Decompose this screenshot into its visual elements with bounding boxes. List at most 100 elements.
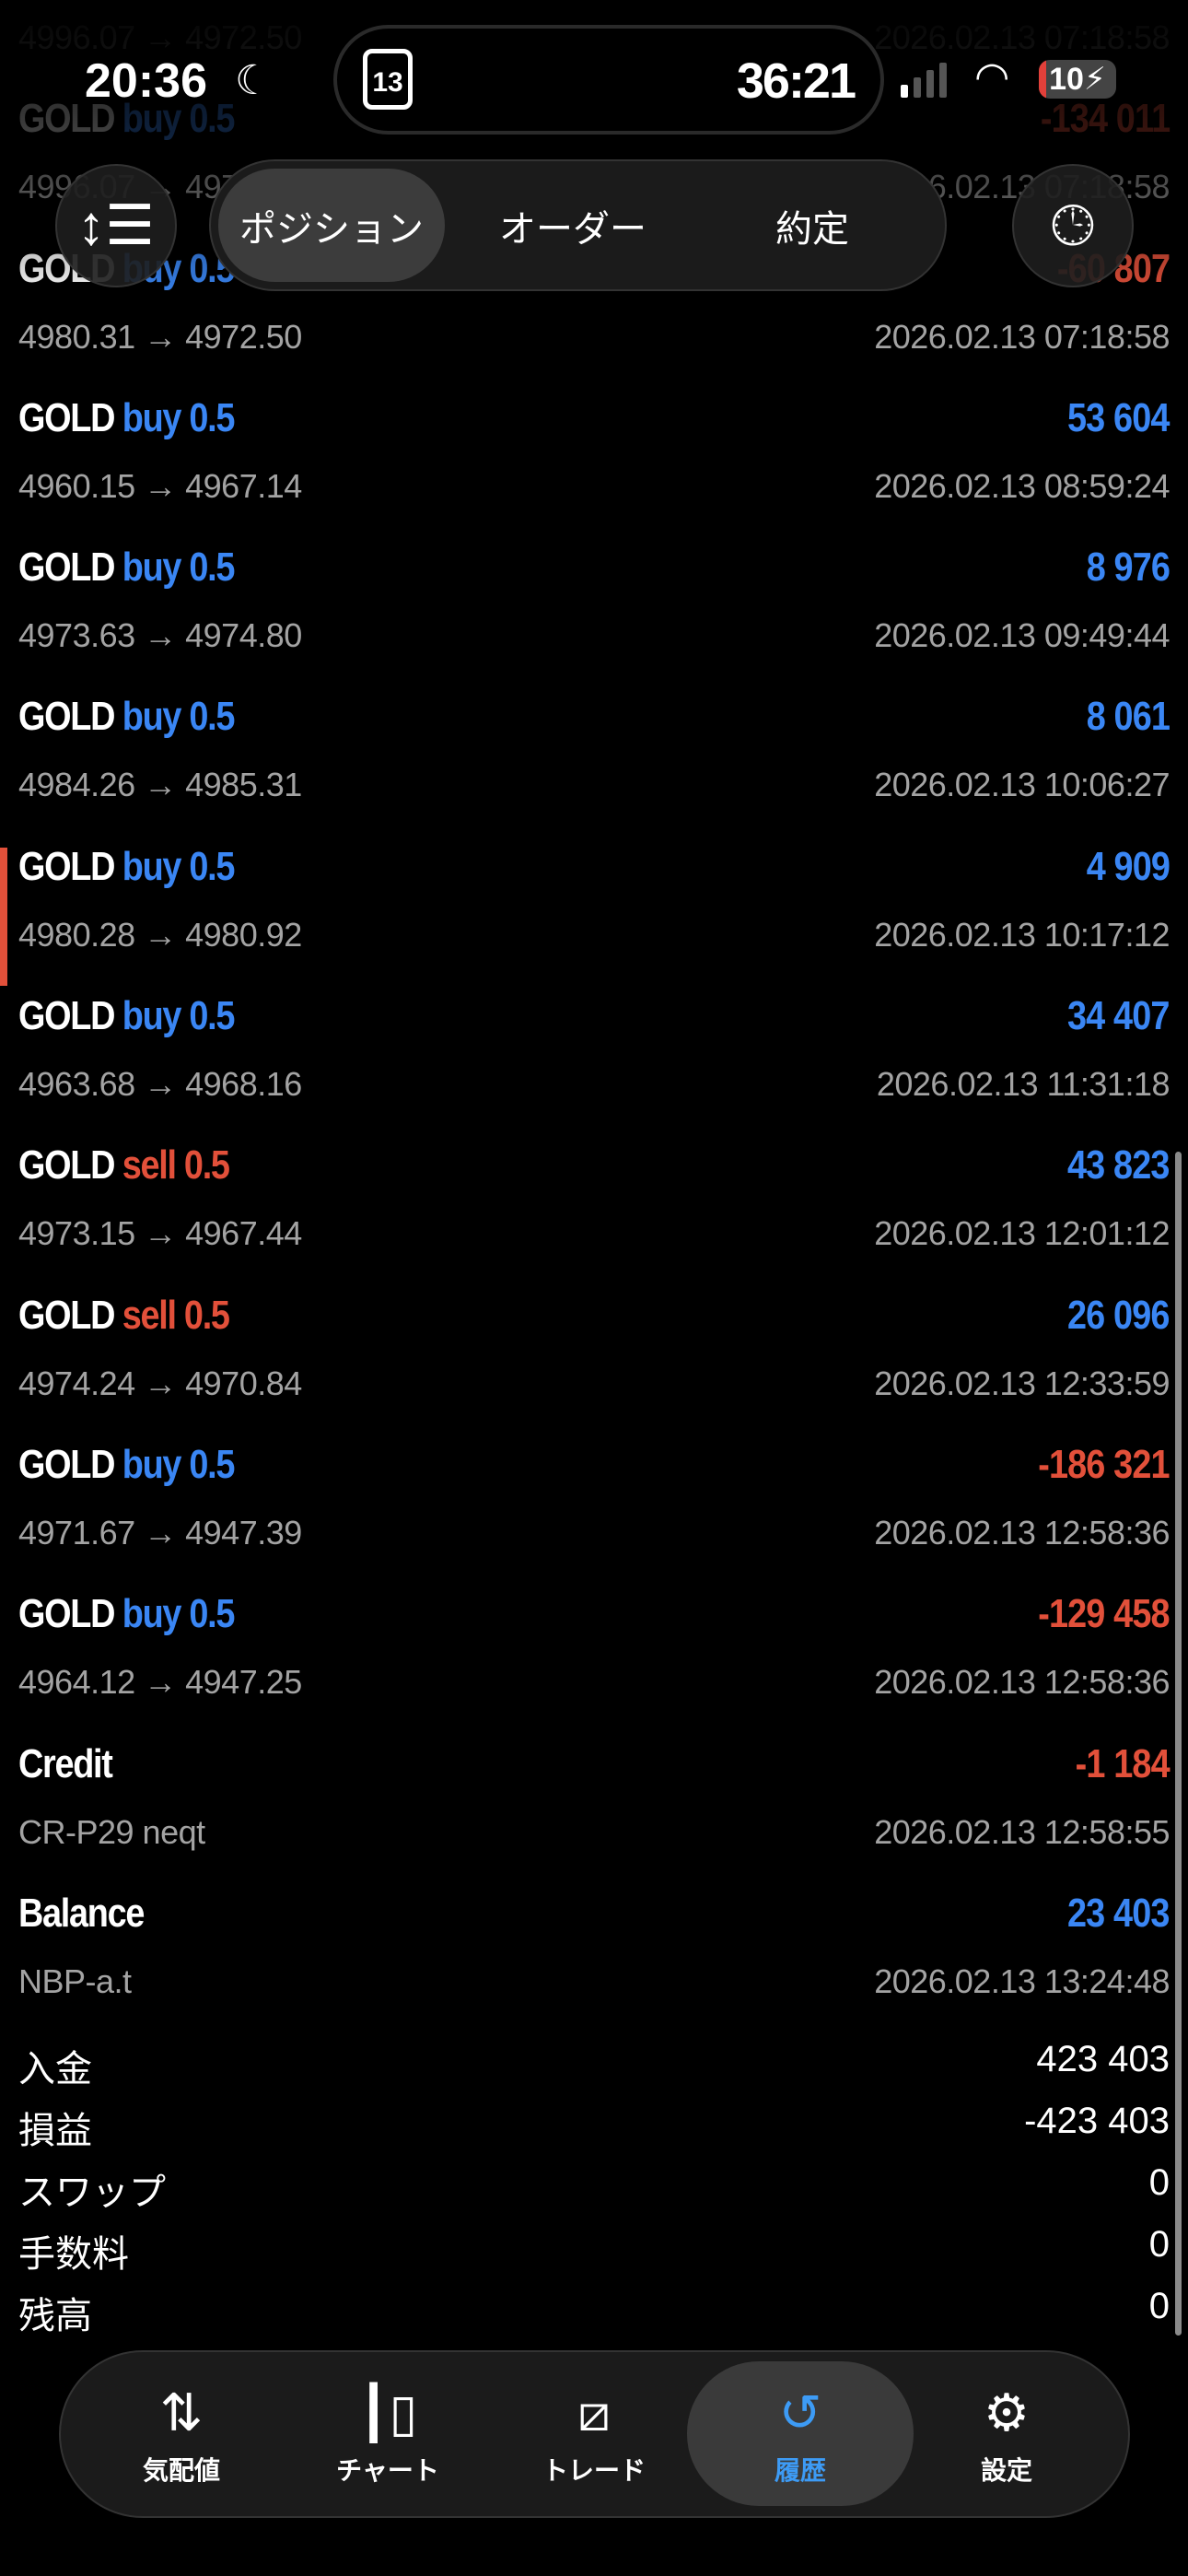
deal-prices: 4960.15 → 4967.14 xyxy=(18,466,302,505)
deal-date: 2026.02.13 12:01:12 xyxy=(874,1214,1170,1253)
summary-line: スワップ 0 xyxy=(0,2153,1188,2215)
deal-symbol: GOLD xyxy=(18,694,115,740)
deal-date: 2026.02.13 12:58:55 xyxy=(874,1812,1170,1851)
deal-side: buy 0.5 xyxy=(122,544,236,591)
deal-symbol: Credit xyxy=(18,1740,113,1786)
deal-title: Credit xyxy=(18,1741,120,1787)
status-time: 20:36 xyxy=(85,54,207,108)
deal-prices: 4984.26 → 4985.31 xyxy=(18,766,302,804)
deal-row[interactable]: GOLD buy 0.5 4 909 4980.28 → 4980.92 2026.02… xyxy=(0,831,1188,986)
deal-row[interactable]: GOLD buy 0.5 53 604 4960.15 → 4967.14 2026.0… xyxy=(0,382,1188,532)
deal-profit: 53 604 xyxy=(1067,394,1170,440)
deal-profit: 23 403 xyxy=(1067,1890,1170,1936)
deal-prices: 4980.31 → 4972.50 xyxy=(18,317,302,356)
deal-row[interactable]: GOLD sell 0.5 43 823 4973.15 → 4967.44 2026.… xyxy=(0,1130,1188,1279)
segment-positions[interactable]: ポジション xyxy=(218,169,445,282)
deal-side: buy 0.5 xyxy=(122,694,236,740)
deal-date: 2026.02.13 12:58:36 xyxy=(874,1663,1170,1702)
battery-level: 10 xyxy=(1049,62,1084,97)
summary-label: スワップ xyxy=(18,2172,166,2213)
history-icon: ↺ xyxy=(778,2383,822,2441)
deal-date: 2026.02.13 12:58:36 xyxy=(874,1513,1170,1551)
deal-row[interactable]: GOLD sell 0.5 26 096 4974.24 → 4970.84 2026.… xyxy=(0,1280,1188,1429)
deal-prices: NBP-a.t xyxy=(18,1961,132,2000)
deal-side: buy 0.5 xyxy=(122,1591,236,1637)
deal-date: 2026.02.13 07:18:58 xyxy=(874,317,1170,356)
summary-value: 0 xyxy=(1148,2162,1170,2203)
deal-row[interactable]: Credit -1 184 CR-P29 neqt 2026.02.13 12:58:… xyxy=(0,1728,1188,1878)
tab-trade[interactable]: ⧄ トレード xyxy=(481,2361,707,2506)
deal-profit: -129 458 xyxy=(1038,1591,1170,1637)
summary-line: 残高 0 xyxy=(0,2277,1188,2338)
history-summary: 入金 423 403 損益 -423 403 スワップ 0 手数料 0 残高 0 xyxy=(0,2030,1188,2338)
deal-row[interactable]: GOLD buy 0.5 34 407 4963.68 → 4968.16 2026.0… xyxy=(0,980,1188,1130)
deal-row[interactable]: Balance 23 403 NBP-a.t 2026.02.13 13:24:48 xyxy=(0,1878,1188,2027)
summary-value: 423 403 xyxy=(1036,2039,1170,2079)
cellular-signal-icon xyxy=(901,61,947,98)
settings-gear-icon: ⚙ xyxy=(983,2383,1031,2441)
deal-prices: 4964.12 → 4947.25 xyxy=(18,1663,302,1702)
deal-prices: 4974.24 → 4970.84 xyxy=(18,1364,302,1402)
summary-label: 残高 xyxy=(18,2296,92,2336)
deal-row[interactable]: GOLD buy 0.5 8 976 4973.63 → 4974.80 2026.02… xyxy=(0,532,1188,681)
deal-side: sell 0.5 xyxy=(122,1142,230,1188)
segment-orders[interactable]: オーダー xyxy=(499,208,646,250)
summary-value: -423 403 xyxy=(1024,2101,1170,2141)
summary-value: 0 xyxy=(1148,2224,1170,2265)
deal-profit: -186 321 xyxy=(1038,1441,1170,1487)
deal-profit: 26 096 xyxy=(1067,1292,1170,1338)
summary-label: 入金 xyxy=(18,2049,92,2090)
timer-text: 36:21 xyxy=(736,53,856,109)
deal-date: 2026.02.13 12:33:59 xyxy=(874,1364,1170,1402)
deal-profit: 43 823 xyxy=(1067,1142,1170,1188)
scrollbar[interactable] xyxy=(1175,1152,1182,2336)
deal-row[interactable]: GOLD buy 0.5 -129 458 4964.12 → 4947.25 2026… xyxy=(0,1578,1188,1727)
deal-side: buy 0.5 xyxy=(122,394,236,440)
deal-prices: 4980.28 → 4980.92 xyxy=(18,915,302,954)
deal-symbol: GOLD xyxy=(18,1441,115,1487)
deal-date: 2026.02.13 08:59:24 xyxy=(874,466,1170,505)
tab-settings[interactable]: ⚙ 設定 xyxy=(893,2361,1120,2506)
deal-row[interactable]: GOLD buy 0.5 8 061 4984.26 → 4985.31 2026.02… xyxy=(0,681,1188,830)
deal-profit: 4 909 xyxy=(1086,843,1171,889)
deal-symbol: GOLD xyxy=(18,1292,115,1338)
tab-chart[interactable]: ┃▯ チャート xyxy=(274,2361,501,2506)
deal-title: GOLD sell 0.5 xyxy=(18,1292,230,1339)
deal-date: 2026.02.13 10:17:12 xyxy=(874,915,1170,954)
summary-line: 手数料 0 xyxy=(0,2215,1188,2277)
period-button[interactable]: 🕒︎ xyxy=(1012,164,1134,287)
trade-chart-icon: ⧄ xyxy=(577,2383,611,2441)
quotes-arrows-icon: ⇅ xyxy=(159,2383,204,2441)
deal-profit: 34 407 xyxy=(1067,993,1170,1039)
summary-line: 入金 423 403 xyxy=(0,2030,1188,2091)
deal-side: sell 0.5 xyxy=(122,1292,230,1338)
deal-date: 2026.02.13 11:31:18 xyxy=(876,1065,1171,1104)
segment-deals[interactable]: 約定 xyxy=(775,208,849,250)
summary-label: 手数料 xyxy=(18,2234,129,2275)
summary-value: 0 xyxy=(1148,2286,1170,2326)
deal-symbol: GOLD xyxy=(18,993,115,1039)
deal-profit: 8 061 xyxy=(1086,694,1171,740)
summary-line: 損益 -423 403 xyxy=(0,2091,1188,2153)
selected-marker xyxy=(0,847,7,986)
dynamic-island[interactable]: 13 36:21 xyxy=(333,25,884,135)
tab-history[interactable]: ↺ 履歴 xyxy=(687,2361,914,2506)
calendar-icon: 13 xyxy=(363,49,413,110)
tab-quotes[interactable]: ⇅ 気配値 xyxy=(68,2361,295,2506)
deal-side: buy 0.5 xyxy=(122,1441,236,1487)
deal-side: buy 0.5 xyxy=(122,993,236,1039)
clock-icon: 🕒︎ xyxy=(1051,194,1095,256)
deal-profit: 8 976 xyxy=(1086,544,1171,591)
deal-title: Balance xyxy=(18,1891,152,1937)
sort-button[interactable]: ↕☰ xyxy=(55,164,177,287)
deal-symbol: Balance xyxy=(18,1890,145,1936)
deal-row[interactable]: GOLD buy 0.5 -186 321 4971.67 → 4947.39 2026… xyxy=(0,1429,1188,1578)
deal-symbol: GOLD xyxy=(18,1591,115,1637)
deal-title: GOLD sell 0.5 xyxy=(18,1142,230,1188)
